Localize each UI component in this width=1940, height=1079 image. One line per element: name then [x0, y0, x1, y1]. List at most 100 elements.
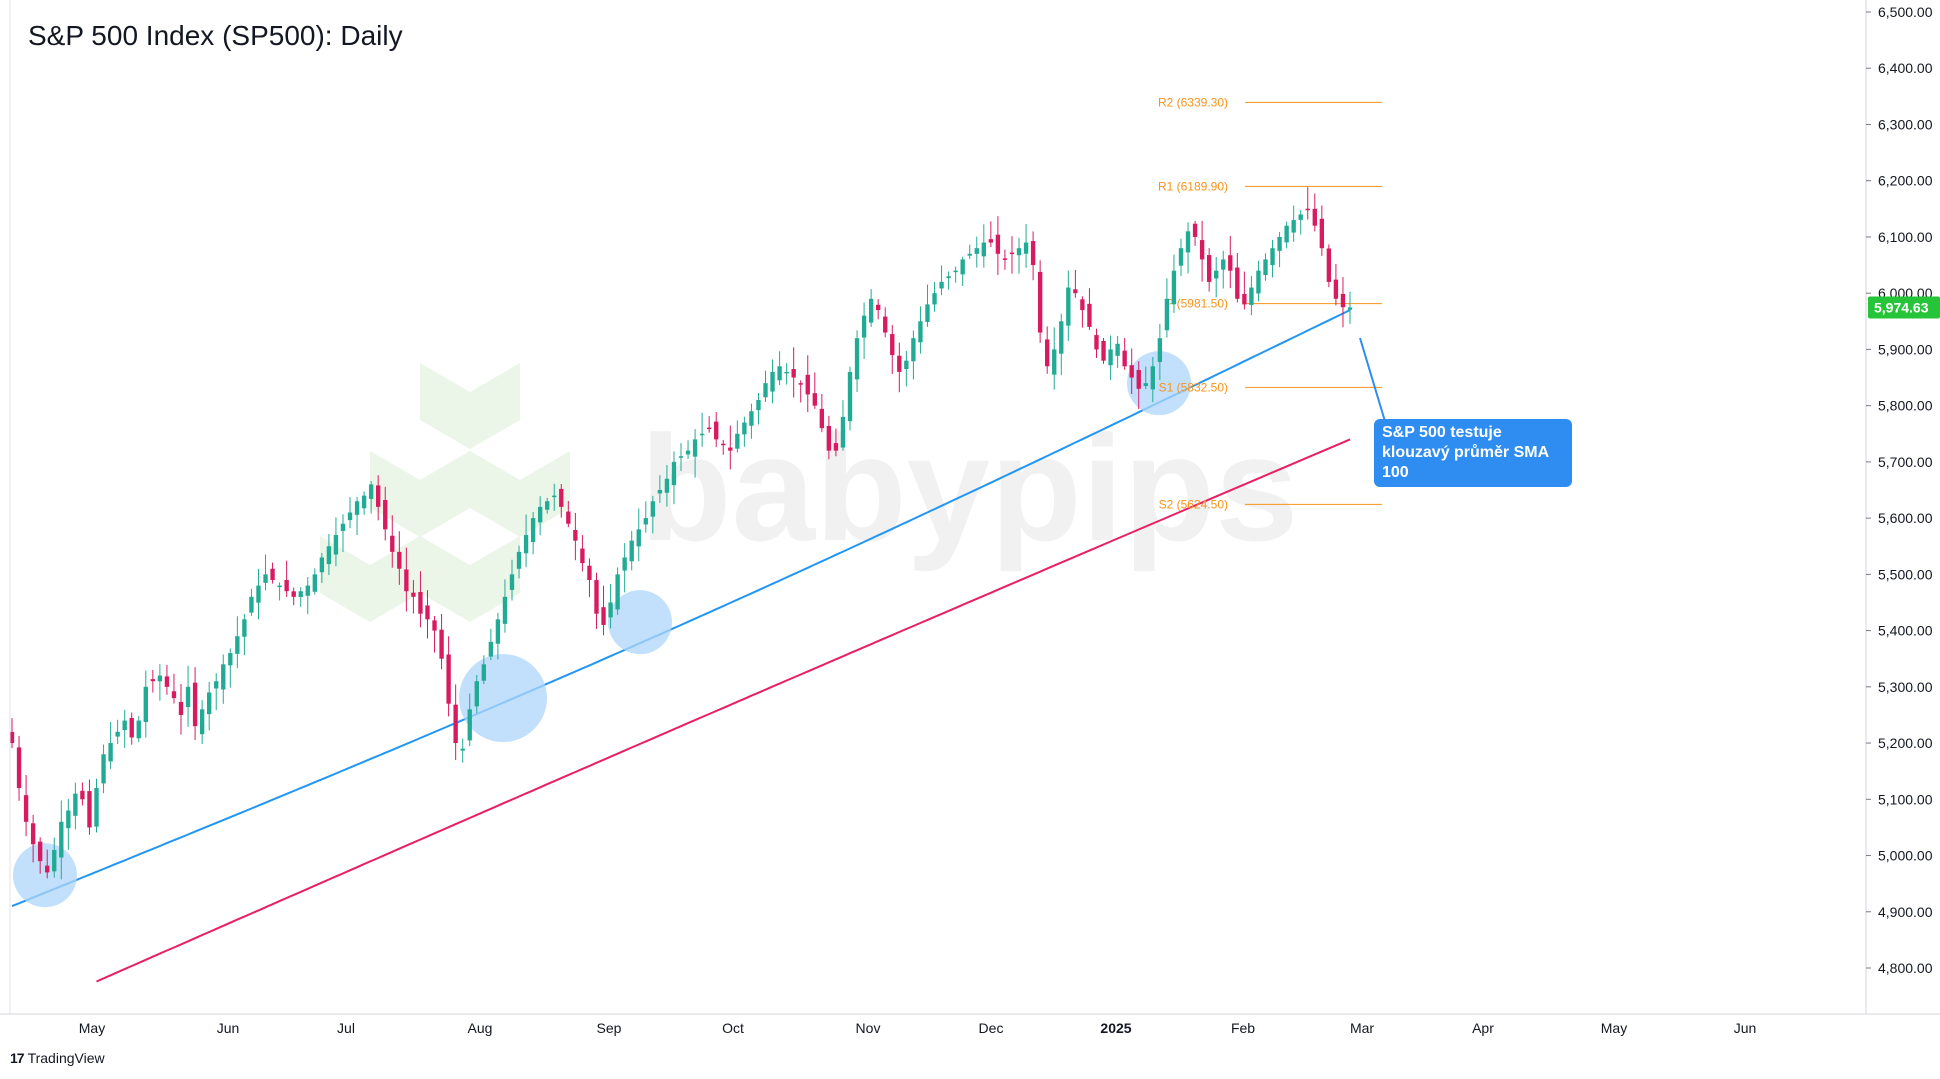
candle-body: [326, 546, 332, 565]
candle-body: [157, 675, 163, 682]
last-price-label: 5,974.63: [1874, 299, 1929, 315]
candle-body: [185, 686, 191, 708]
candle-body: [340, 523, 346, 531]
x-tick-label: Feb: [1231, 1020, 1255, 1036]
candle-body: [897, 355, 902, 372]
watermark-text: babypips: [640, 404, 1298, 572]
candle-body: [256, 585, 261, 603]
candle-body: [1263, 259, 1268, 276]
y-tick-label: 5,200.00: [1878, 735, 1933, 751]
candle-body: [1291, 220, 1296, 233]
watermark-hex-5: [320, 536, 420, 622]
candle-body: [861, 315, 867, 338]
candle-body: [953, 270, 958, 273]
y-tick-label: 5,800.00: [1878, 398, 1933, 414]
candle-body: [1235, 267, 1240, 299]
candle-body: [432, 620, 437, 631]
candle-body: [1101, 341, 1106, 361]
candle-body: [777, 366, 782, 381]
candle-body: [826, 425, 832, 451]
pivot-levels: R2 (6339.30) R1 (6189.90) P (5981.50) S1 (5…: [1158, 95, 1388, 511]
candle-body: [706, 427, 712, 430]
candle-body: [883, 316, 888, 333]
candle-body: [390, 535, 395, 552]
candle-body: [1030, 241, 1036, 266]
candle-body: [1312, 208, 1317, 226]
candle-body: [319, 557, 325, 573]
candle-body: [87, 791, 92, 828]
candle-body: [192, 682, 198, 727]
candle-body: [94, 788, 99, 827]
tradingview-logo[interactable]: 17 TradingView: [10, 1050, 105, 1066]
candle-body: [73, 793, 78, 816]
candle-body: [52, 849, 57, 872]
candle-body: [1249, 287, 1254, 305]
candle-body: [671, 461, 677, 486]
candle-body: [312, 574, 317, 592]
support-highlight-circle: [608, 590, 672, 655]
chart-title: S&P 500 Index (SP500): Daily: [28, 20, 403, 51]
candle-body: [37, 841, 43, 862]
candle-body: [847, 371, 853, 422]
candle-body: [101, 754, 106, 784]
candle-body: [552, 495, 557, 498]
candle-body: [678, 456, 684, 458]
candle-body: [770, 371, 775, 392]
candle-body: [559, 488, 564, 507]
candle-body: [1178, 248, 1184, 266]
candle-body: [1347, 307, 1353, 310]
candle-body: [868, 298, 874, 323]
candle-body: [1221, 259, 1226, 270]
candle-body: [735, 433, 740, 449]
candle-body: [939, 281, 944, 289]
x-tick-label: Jun: [1734, 1020, 1757, 1036]
candle-body: [1206, 255, 1212, 282]
y-tick-label: 6,500.00: [1878, 4, 1933, 20]
y-tick-label: 5,300.00: [1878, 679, 1933, 695]
candle-body: [122, 720, 127, 731]
candle-body: [1256, 270, 1261, 294]
candle-body: [1143, 383, 1148, 386]
candle-body: [1009, 252, 1015, 255]
y-tick-label: 5,500.00: [1878, 566, 1933, 582]
x-tick-label: Jun: [217, 1020, 240, 1036]
candle-body: [1333, 279, 1339, 299]
candle-body: [143, 686, 148, 723]
candle-body: [376, 485, 381, 507]
candle-body: [1094, 335, 1099, 350]
candle-body: [214, 681, 219, 689]
candle-body: [1129, 365, 1134, 378]
y-tick-label: 5,600.00: [1878, 510, 1933, 526]
candle-body: [566, 511, 571, 524]
y-tick-label: 6,200.00: [1878, 173, 1933, 189]
annotation-callout: S&P 500 testuje klouzavý průměr SMA 100: [1374, 419, 1572, 487]
candle-body: [1115, 343, 1120, 356]
candle-body: [1284, 225, 1289, 243]
watermark-hex-4: [420, 536, 520, 622]
candle-body: [1150, 366, 1156, 390]
pivot-label: R2 (6339.30): [1158, 95, 1228, 109]
candle-body: [749, 411, 754, 426]
candle-body: [481, 664, 487, 681]
candle-body: [925, 304, 930, 322]
candle-body: [1002, 258, 1008, 260]
candle-body: [383, 500, 388, 530]
y-tick-label: 5,000.00: [1878, 848, 1933, 864]
candle-body: [439, 629, 444, 659]
candle-body: [298, 591, 303, 598]
candle-body: [1164, 298, 1170, 331]
candle-body: [1052, 349, 1057, 375]
candle-body: [115, 731, 120, 737]
watermark: babypips: [320, 363, 1298, 622]
candle-body: [1157, 338, 1163, 362]
candle-body: [242, 619, 247, 637]
candle-body: [960, 259, 965, 275]
axes: 6,500.00 6,400.00 6,300.00 6,200.00 6,100.00…: [0, 0, 1940, 1036]
candle-body: [361, 495, 367, 509]
candle-body: [573, 530, 578, 541]
support-highlight-circle: [13, 843, 77, 908]
candle-body: [721, 443, 726, 446]
candle-body: [580, 548, 585, 564]
candle-body: [545, 501, 550, 510]
candle-body: [1045, 339, 1050, 367]
